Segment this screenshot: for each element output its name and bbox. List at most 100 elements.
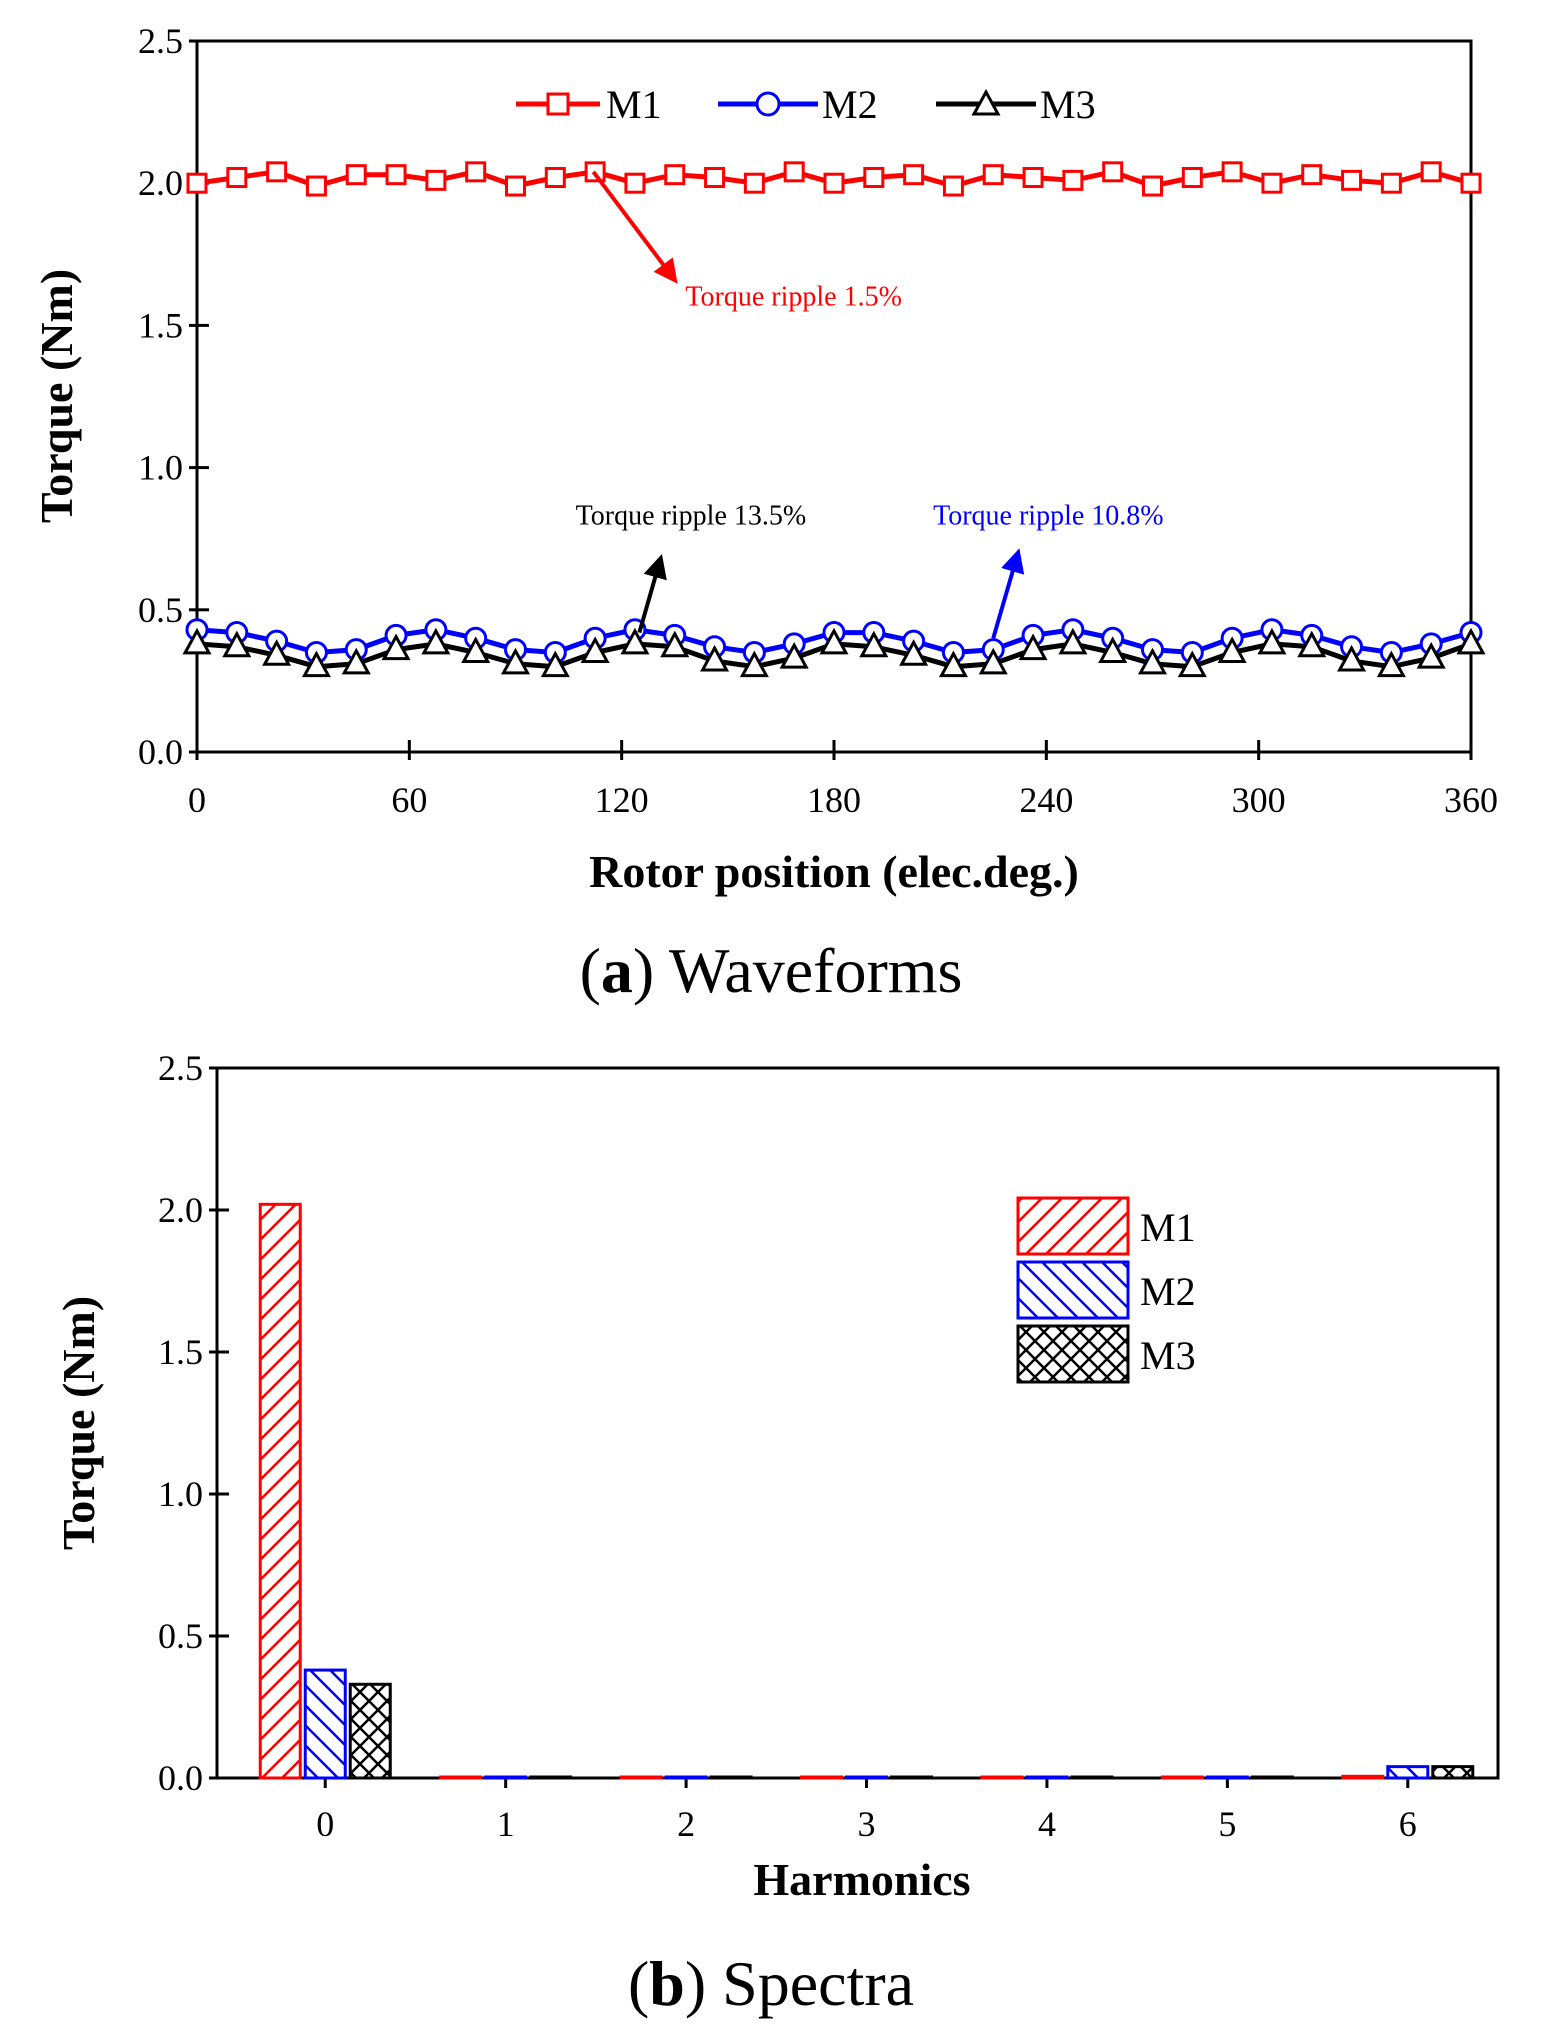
annotation-arrow: [991, 548, 1025, 639]
y-tick-label: 2.0: [158, 1190, 203, 1230]
annotation-label: Torque ripple 13.5%: [576, 500, 807, 531]
y-axis-ticks: 0.0 0.5 1.0 1.5 2.0 2.5: [158, 1048, 229, 1798]
y-tick-label: 1.0: [158, 1474, 203, 1514]
y-tick-label: 0.5: [138, 590, 183, 630]
x-tick-label: 240: [1019, 780, 1073, 820]
x-tick-label: 2: [677, 1804, 695, 1844]
data-point: [186, 172, 208, 194]
y-axis-title: Torque (Nm): [53, 1296, 104, 1550]
caption-a: (a) Waveforms: [580, 935, 963, 1006]
data-point: [1297, 630, 1327, 658]
data-point: [544, 167, 566, 189]
y-tick-label: 0.0: [158, 1758, 203, 1798]
y-tick-label: 2.5: [158, 1048, 203, 1088]
data-point: [1416, 642, 1446, 669]
spectrum-chart: 0.0 0.5 1.0 1.5 2.0 2.5 0 1 2 3 4 5 6 M1 M2 M3 Harm…: [53, 1048, 1500, 2019]
data-point: [739, 650, 769, 678]
data-point: [783, 161, 805, 183]
y-tick-label: 1.5: [138, 305, 183, 345]
data-point: [222, 630, 252, 658]
annotation-m3: Torque ripple 13.5%: [576, 500, 807, 634]
data-point: [1018, 633, 1048, 661]
data-point: [226, 167, 248, 189]
bar: [439, 1775, 483, 1780]
legend-item-m2: M2: [718, 82, 878, 127]
x-axis-title: Rotor position (elec.deg.): [589, 846, 1079, 897]
data-point: [1261, 172, 1283, 194]
x-tick-label: 6: [1399, 1804, 1417, 1844]
data-point: [1177, 650, 1207, 678]
data-point: [385, 164, 407, 186]
data-point: [899, 639, 929, 666]
plot-frame: [215, 1066, 1500, 1780]
bar-series-m2: [303, 1668, 1430, 1780]
caption-b: (b) Spectra: [628, 1948, 914, 2019]
x-tick-label: 0: [188, 780, 206, 820]
data-point: [1098, 636, 1128, 663]
bar: [890, 1775, 934, 1780]
data-point: [500, 647, 531, 675]
bar: [1250, 1775, 1294, 1780]
bar: [845, 1775, 889, 1780]
data-point: [1257, 627, 1287, 655]
data-point: [704, 167, 726, 189]
x-tick-label: 4: [1038, 1804, 1056, 1844]
annotation-label: Torque ripple 1.5%: [685, 281, 902, 312]
data-point: [1102, 161, 1124, 183]
data-point: [664, 164, 686, 186]
bar: [1070, 1775, 1114, 1780]
data-point: [743, 172, 765, 194]
y-tick-label: 2.5: [138, 21, 183, 61]
series-layer: [182, 161, 1486, 678]
caption-b-text: Spectra: [722, 1948, 914, 2019]
data-point: [266, 161, 288, 183]
data-point: [938, 650, 968, 678]
annotation-m1: Torque ripple 1.5%: [591, 170, 902, 312]
data-point: [505, 175, 526, 197]
y-tick-label: 1.5: [158, 1332, 203, 1372]
data-point: [1058, 627, 1088, 655]
bar: [619, 1775, 663, 1780]
legend-item-m3: M3: [936, 82, 1096, 127]
data-point: [421, 627, 451, 655]
data-point: [461, 636, 491, 663]
x-tick-label: 120: [595, 780, 649, 820]
annotation-arrow: [591, 170, 678, 284]
data-point: [863, 167, 885, 189]
data-point: [903, 164, 925, 186]
series-m3: [182, 627, 1486, 678]
bar: [1341, 1774, 1385, 1780]
data-point: [1181, 167, 1203, 189]
legend: M1 M2 M3: [516, 82, 1096, 127]
bar: [303, 1668, 347, 1780]
bars-layer: [258, 1202, 1475, 1780]
data-point: [1221, 161, 1243, 183]
data-point: [305, 175, 327, 197]
data-point: [1142, 175, 1163, 197]
legend-label-m1: M1: [606, 82, 662, 127]
bar: [980, 1775, 1024, 1780]
bar: [258, 1202, 302, 1780]
bar: [664, 1775, 708, 1780]
annotation-label: Torque ripple 10.8%: [933, 500, 1164, 531]
data-point: [1460, 172, 1482, 194]
legend-item-m1: M1: [1016, 1196, 1196, 1256]
bar: [348, 1682, 392, 1780]
data-point: [1380, 172, 1402, 194]
y-tick-label: 0.0: [138, 732, 183, 772]
data-point: [942, 175, 964, 197]
bar: [484, 1775, 528, 1780]
data-point: [580, 636, 610, 663]
data-point: [624, 172, 646, 194]
data-point: [381, 633, 411, 661]
y-tick-label: 1.0: [138, 448, 183, 488]
bar: [1160, 1775, 1204, 1780]
legend-item-m3: M3: [1016, 1324, 1196, 1384]
legend-item-m1: M1: [516, 82, 662, 127]
waveform-chart: 0.0 0.5 1.0 1.5 2.0 2.5 0 60 120 180 240 300 360 To…: [31, 21, 1498, 1006]
data-point: [1022, 167, 1044, 189]
legend-label-m1: M1: [1140, 1205, 1196, 1250]
x-tick-label: 180: [807, 780, 861, 820]
data-point: [262, 639, 292, 666]
data-point: [341, 647, 371, 675]
